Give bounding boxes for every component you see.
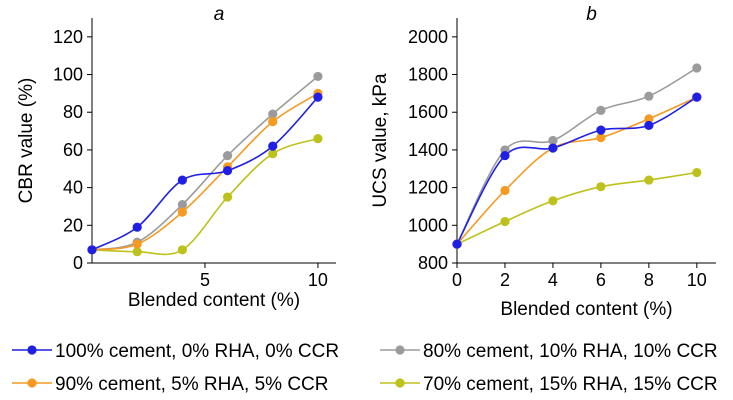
data-point-s4 bbox=[500, 216, 510, 227]
legend: 100% cement, 0% RHA, 0% CCR 90% cement, 5… bbox=[12, 341, 718, 395]
data-point-s3 bbox=[313, 71, 323, 82]
legend-label-3: 80% cement, 10% RHA, 10% CCR bbox=[423, 341, 718, 362]
x-tick-label: 2 bbox=[500, 270, 510, 290]
x-tick-label: 8 bbox=[644, 270, 654, 290]
data-point-s3 bbox=[596, 105, 606, 115]
legend-label-2: 90% cement, 5% RHA, 5% CCR bbox=[55, 374, 329, 395]
x-axis-title-a: Blended content (%) bbox=[128, 290, 300, 311]
data-point-s2 bbox=[500, 185, 510, 196]
legend-marker-3 bbox=[395, 345, 405, 355]
y-tick-label: 1600 bbox=[408, 102, 448, 122]
y-tick-label: 120 bbox=[53, 27, 83, 47]
data-point-s4 bbox=[177, 245, 187, 255]
data-point-s4 bbox=[596, 182, 606, 192]
chart-panel-b: b 800 1000 1200 1400 1600 1800 2000 0 2 4 6 8 10 Blend… bbox=[370, 4, 716, 320]
chart-panel-a: a 0 20 40 60 80 100 120 5 10 Blended content (%) CB… bbox=[16, 4, 336, 311]
data-point-s4 bbox=[548, 196, 558, 206]
data-point-s2 bbox=[596, 133, 606, 143]
x-tick-label: 0 bbox=[452, 270, 462, 290]
y-tick-label: 60 bbox=[63, 140, 83, 160]
series-line-4 bbox=[91, 137, 319, 256]
chart-title-a: a bbox=[214, 4, 225, 25]
legend-label-1: 100% cement, 0% RHA, 0% CCR bbox=[55, 341, 339, 362]
y-tick-label: 100 bbox=[53, 65, 83, 85]
series-line-4 bbox=[456, 171, 697, 245]
data-point-s3 bbox=[268, 109, 278, 119]
data-point-s3 bbox=[222, 150, 233, 161]
series-line-3 bbox=[91, 75, 319, 251]
data-point-s2 bbox=[132, 239, 142, 249]
data-point-s1 bbox=[452, 239, 462, 249]
y-tick-label: 1400 bbox=[408, 140, 448, 160]
data-point-s1 bbox=[87, 245, 97, 255]
data-point-s4 bbox=[268, 149, 278, 159]
data-point-s2 bbox=[177, 207, 187, 217]
y-tick-label: 1800 bbox=[408, 65, 448, 85]
y-tick-label: 2000 bbox=[408, 27, 448, 47]
x-tick-label: 10 bbox=[687, 270, 707, 290]
y-tick-label: 1000 bbox=[408, 215, 448, 235]
chart-title-b: b bbox=[586, 4, 597, 25]
x-tick-label: 4 bbox=[548, 270, 558, 290]
y-axis-title-b: UCS value, kPa bbox=[370, 73, 391, 208]
series-line-3 bbox=[456, 67, 698, 245]
y-tick-label: 80 bbox=[63, 102, 83, 122]
legend-marker-1 bbox=[27, 345, 37, 355]
legend-label-4: 70% cement, 15% RHA, 15% CCR bbox=[423, 374, 718, 395]
data-point-s1 bbox=[222, 166, 233, 176]
data-point-s3 bbox=[177, 199, 187, 210]
data-point-s1 bbox=[132, 222, 142, 232]
y-tick-label: 40 bbox=[63, 178, 83, 198]
data-point-s3 bbox=[548, 135, 558, 146]
y-axis-title-a: CBR value (%) bbox=[16, 78, 37, 204]
data-point-s4 bbox=[313, 134, 323, 144]
data-point-s1 bbox=[644, 120, 654, 131]
x-tick-label: 5 bbox=[200, 270, 210, 290]
data-point-s4 bbox=[132, 247, 142, 257]
data-point-s3 bbox=[692, 63, 702, 73]
series-line-1 bbox=[456, 96, 698, 245]
data-point-s1 bbox=[596, 125, 606, 135]
y-tick-label: 20 bbox=[63, 215, 83, 235]
y-tick-label: 800 bbox=[418, 253, 448, 273]
x-axis-title-b: Blended content (%) bbox=[500, 299, 672, 320]
data-point-s1 bbox=[268, 141, 278, 151]
legend-marker-4 bbox=[395, 378, 405, 388]
data-point-s4 bbox=[644, 175, 654, 185]
data-point-s1 bbox=[500, 150, 510, 161]
y-tick-label: 1200 bbox=[408, 178, 448, 198]
data-point-s1 bbox=[692, 92, 702, 102]
data-point-s2 bbox=[644, 114, 654, 124]
x-tick-label: 6 bbox=[596, 270, 606, 290]
y-tick-label: 0 bbox=[73, 253, 83, 273]
data-point-s1 bbox=[177, 175, 187, 185]
data-point-s3 bbox=[644, 91, 654, 101]
data-point-s4 bbox=[692, 167, 702, 178]
data-point-s1 bbox=[548, 143, 558, 153]
legend-marker-2 bbox=[27, 378, 37, 388]
data-point-s1 bbox=[313, 92, 323, 102]
data-point-s4 bbox=[222, 192, 233, 202]
x-tick-label: 10 bbox=[308, 270, 328, 290]
data-point-s2 bbox=[268, 117, 278, 127]
